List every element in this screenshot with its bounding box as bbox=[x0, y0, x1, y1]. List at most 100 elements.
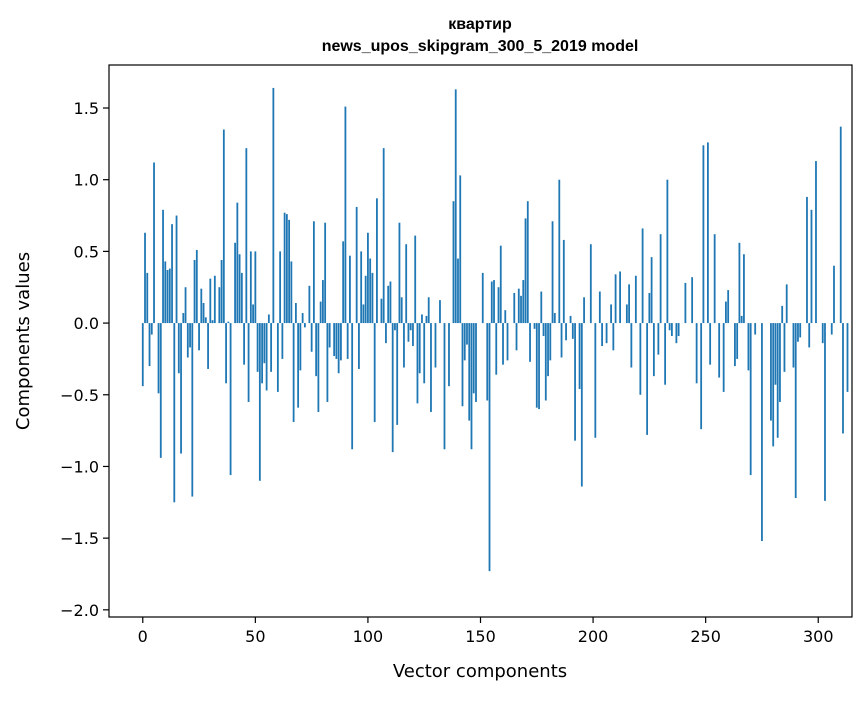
bar-component-107 bbox=[382, 148, 385, 324]
bar-component-237 bbox=[675, 323, 678, 344]
bar-component-141 bbox=[459, 175, 462, 324]
y-tick-label: 0.5 bbox=[74, 242, 99, 261]
bar-component-244 bbox=[691, 277, 694, 324]
bar-component-21 bbox=[189, 323, 191, 348]
bar-component-275 bbox=[761, 323, 763, 542]
bar-component-130 bbox=[434, 323, 437, 368]
bar-component-263 bbox=[734, 323, 736, 367]
bar-component-283 bbox=[779, 323, 781, 402]
bar-component-52 bbox=[258, 323, 261, 481]
bar-component-216 bbox=[628, 284, 630, 324]
bar-component-171 bbox=[526, 201, 529, 324]
bar-component-1 bbox=[144, 232, 146, 324]
bar-component-55 bbox=[265, 323, 268, 391]
bar-component-172 bbox=[529, 323, 531, 362]
bar-component-284 bbox=[781, 305, 784, 324]
bar-component-182 bbox=[551, 221, 554, 324]
bar-component-285 bbox=[783, 323, 786, 372]
bar-component-187 bbox=[562, 239, 565, 324]
bar-component-85 bbox=[333, 323, 336, 357]
bar-component-265 bbox=[738, 242, 741, 324]
bar-component-270 bbox=[749, 323, 752, 476]
bar-component-72 bbox=[303, 323, 306, 328]
bar-component-36 bbox=[222, 129, 225, 324]
bar-component-49 bbox=[252, 304, 254, 324]
bar-component-311 bbox=[842, 323, 844, 434]
bar-component-50 bbox=[254, 251, 257, 324]
bar-component-37 bbox=[225, 323, 227, 384]
bar-component-11 bbox=[166, 270, 169, 324]
bar-component-227 bbox=[652, 323, 655, 377]
bar-component-296 bbox=[808, 323, 811, 348]
bar-component-65 bbox=[288, 219, 291, 324]
bar-component-302 bbox=[821, 323, 824, 344]
bar-component-101 bbox=[369, 258, 372, 324]
bar-component-167 bbox=[517, 288, 520, 324]
bar-component-166 bbox=[515, 323, 518, 351]
bar-component-221 bbox=[639, 323, 642, 395]
bar-component-111 bbox=[391, 323, 394, 453]
bar-component-147 bbox=[472, 323, 475, 394]
bar-component-63 bbox=[283, 212, 286, 324]
bar-component-269 bbox=[747, 323, 750, 371]
bar-component-97 bbox=[360, 251, 363, 324]
bar-component-13 bbox=[171, 224, 173, 324]
bar-component-246 bbox=[695, 323, 698, 384]
bar-component-310 bbox=[839, 126, 842, 324]
bar-component-180 bbox=[547, 323, 549, 377]
bar-component-38 bbox=[227, 321, 230, 324]
bar-component-206 bbox=[605, 323, 608, 344]
bar-component-290 bbox=[794, 323, 797, 498]
bar-component-80 bbox=[321, 280, 324, 324]
bar-component-9 bbox=[162, 209, 164, 324]
bar-component-128 bbox=[430, 323, 432, 412]
x-axis-ticks: 0 50 100 150 200 250 300 bbox=[138, 617, 834, 646]
bar-component-48 bbox=[249, 251, 252, 324]
bar-component-279 bbox=[770, 323, 772, 421]
bars-group bbox=[141, 87, 849, 572]
y-tick-label: 1.5 bbox=[74, 99, 99, 118]
bar-component-103 bbox=[373, 323, 376, 423]
y-tick-label: 0.0 bbox=[74, 314, 99, 333]
bar-component-170 bbox=[524, 218, 527, 324]
bar-component-132 bbox=[439, 300, 441, 324]
x-axis-label: Vector components bbox=[393, 661, 567, 682]
bar-component-251 bbox=[707, 142, 709, 324]
bar-component-58 bbox=[272, 87, 275, 324]
bar-component-88 bbox=[340, 323, 342, 361]
bar-component-286 bbox=[785, 284, 788, 324]
bar-component-199 bbox=[589, 244, 592, 324]
bar-component-195 bbox=[580, 323, 583, 487]
bar-component-122 bbox=[416, 323, 419, 404]
bar-component-125 bbox=[423, 323, 426, 384]
bar-component-295 bbox=[806, 196, 808, 324]
bar-component-156 bbox=[493, 280, 495, 324]
bar-component-45 bbox=[243, 323, 245, 365]
bar-component-252 bbox=[709, 323, 712, 365]
bar-component-192 bbox=[574, 323, 576, 441]
bar-component-146 bbox=[470, 323, 473, 450]
bar-component-69 bbox=[297, 323, 300, 408]
bar-component-249 bbox=[702, 145, 705, 324]
bar-component-136 bbox=[448, 323, 450, 387]
bar-component-74 bbox=[308, 285, 311, 324]
bar-component-124 bbox=[421, 314, 423, 324]
bar-component-235 bbox=[670, 323, 673, 336]
bar-component-176 bbox=[538, 323, 540, 410]
bar-component-121 bbox=[414, 235, 417, 324]
bar-component-120 bbox=[412, 323, 414, 347]
bar-component-35 bbox=[220, 259, 223, 324]
bar-component-0 bbox=[141, 323, 144, 387]
bar-component-44 bbox=[240, 272, 243, 324]
x-tick-label: 150 bbox=[465, 627, 496, 646]
bar-component-154 bbox=[488, 323, 491, 572]
bar-component-139 bbox=[454, 89, 457, 324]
bar-component-114 bbox=[398, 222, 401, 324]
bar-component-186 bbox=[560, 323, 563, 358]
bar-component-282 bbox=[776, 323, 779, 438]
bar-component-25 bbox=[198, 323, 200, 351]
chart-title-line-2: news_upos_skipgram_300_5_2019 model bbox=[322, 38, 639, 55]
bar-component-210 bbox=[614, 274, 617, 324]
plot-area-frame bbox=[108, 64, 853, 618]
